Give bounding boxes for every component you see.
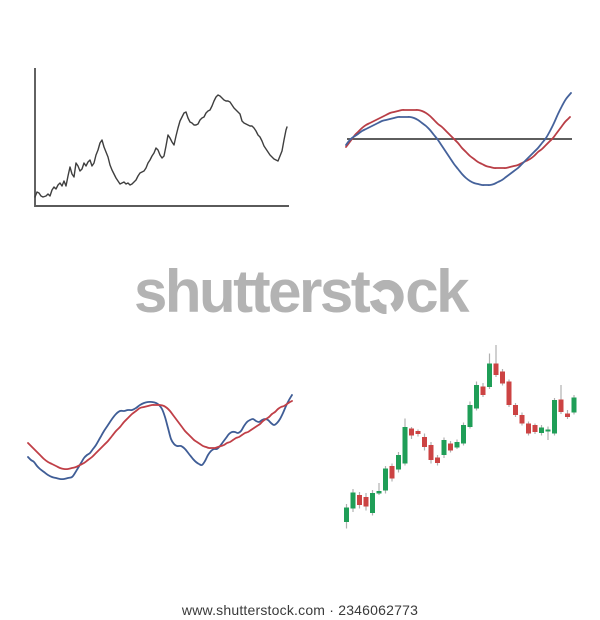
candle-body-down: [363, 497, 369, 507]
candle-body-down: [428, 445, 434, 460]
signal-line-red: [345, 109, 571, 169]
candle-body-up: [539, 427, 544, 433]
candle-body-up: [376, 491, 382, 494]
candle-body-up: [545, 429, 551, 432]
candle-body-down: [357, 495, 362, 505]
candle-body-up: [461, 425, 466, 444]
candle-body-down: [519, 415, 525, 424]
candle-body-up: [350, 492, 356, 509]
watermark-text-right: ck: [405, 258, 469, 325]
macd-line-blue: [345, 92, 572, 186]
candle-body-down: [480, 386, 486, 395]
candle-body-down: [526, 423, 531, 434]
candle-body-down: [565, 413, 570, 417]
candle-body-down: [389, 466, 395, 479]
candle-body-down: [448, 443, 453, 451]
candle-body-up: [454, 442, 460, 448]
candle-body-down: [409, 428, 414, 436]
candle-body-down: [532, 425, 538, 432]
candle-body-down: [415, 431, 421, 434]
candle-body-up: [383, 468, 388, 491]
candle-body-up: [344, 507, 349, 522]
candle-body-up: [402, 427, 408, 464]
slow-line-red: [27, 400, 293, 471]
candle-body-down: [422, 437, 427, 447]
candle-body-down: [493, 363, 499, 375]
price-line: [34, 94, 288, 198]
watermark-text-left: shutterst: [134, 258, 371, 325]
image-caption: www.shutterstock.com · 2346062773: [181, 602, 419, 618]
candle-body-up: [370, 493, 375, 513]
chart-axes: [34, 68, 289, 207]
candle-body-up: [571, 397, 577, 413]
candle-body-up: [467, 405, 473, 427]
fast-line-blue: [27, 394, 293, 481]
candle-body-up: [441, 440, 447, 455]
oscillator-chart: [345, 92, 572, 186]
candle-body-up: [487, 363, 492, 387]
candle-body-up: [396, 455, 401, 470]
candlestick-chart: [344, 345, 577, 529]
candle-body-up: [474, 385, 479, 409]
candle-body-down: [435, 457, 440, 463]
candle-body-up: [552, 400, 557, 434]
candle-body-down: [506, 381, 512, 405]
moving-average-chart: [27, 394, 293, 481]
candle-body-down: [558, 399, 564, 412]
watermark-o-mark: [369, 279, 404, 314]
candle-body-down: [513, 405, 518, 415]
shutterstock-watermark: shutterst ck: [134, 262, 469, 322]
candle-body-down: [500, 371, 505, 384]
line-chart-with-axes: [34, 68, 289, 207]
